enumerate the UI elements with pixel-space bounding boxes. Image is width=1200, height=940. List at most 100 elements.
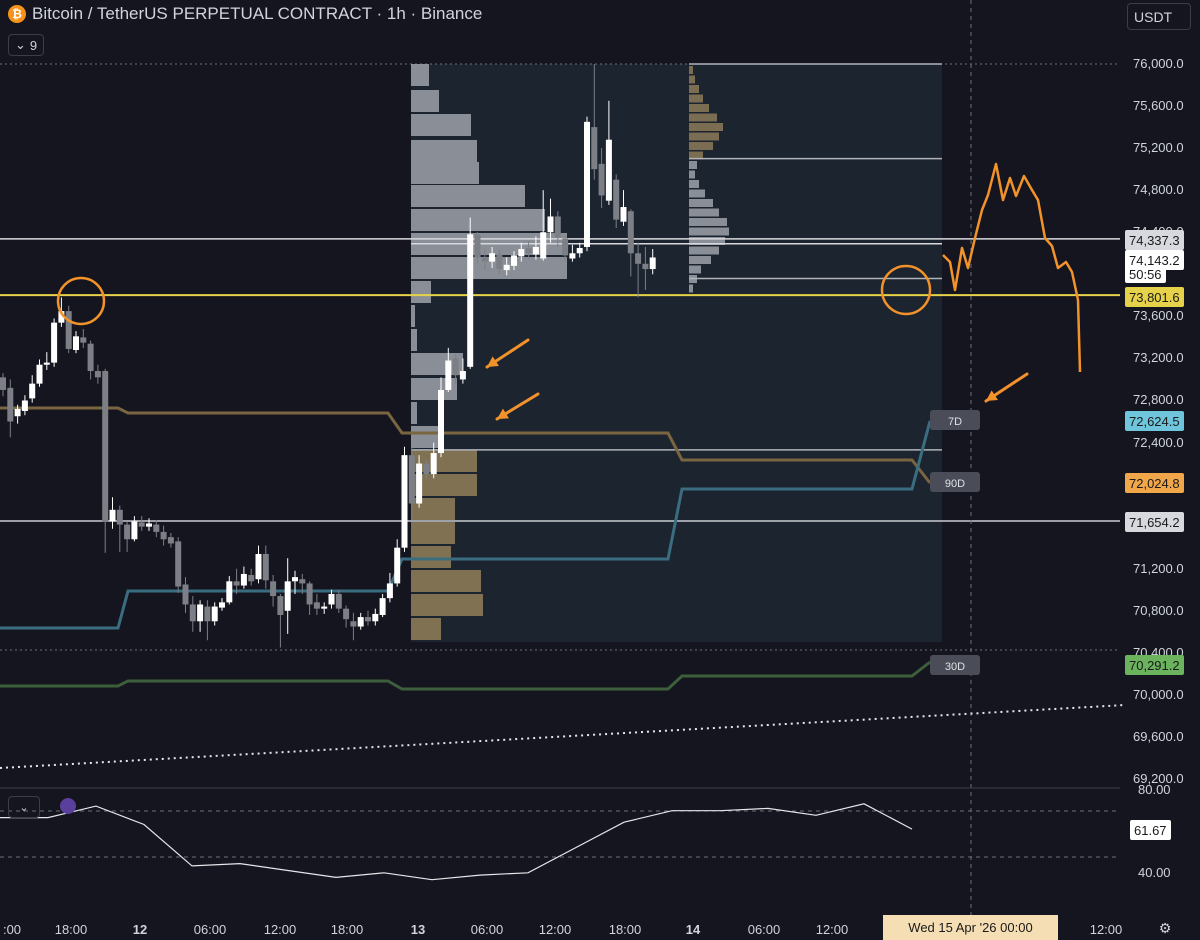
candle-body — [343, 608, 350, 620]
settings-gear-icon[interactable]: ⚙ — [1158, 919, 1172, 936]
chevron-down-icon: ⌄ — [15, 37, 26, 52]
candle-body — [620, 207, 627, 222]
ma-label-pill — [930, 410, 980, 430]
dotted-trendline — [0, 704, 1126, 769]
candle-body — [408, 455, 415, 504]
candle-body — [627, 211, 634, 254]
candle-body — [124, 524, 131, 540]
volume-profile-bar — [411, 140, 477, 162]
time-axis-tick: 06:00 — [470, 922, 504, 937]
candle-body — [306, 583, 313, 605]
volume-profile-bar — [689, 237, 725, 245]
symbol-title[interactable]: Bitcoin / TetherUS PERPETUAL CONTRACT · … — [32, 4, 483, 23]
volume-profile-bar — [689, 123, 723, 131]
candle-body — [562, 238, 569, 256]
candle-body — [394, 547, 401, 584]
candle-body — [65, 311, 72, 349]
time-axis-tick: 12:00 — [1089, 922, 1123, 937]
volume-profile-bar — [689, 180, 699, 188]
volume-profile-bar — [411, 402, 417, 424]
candle-body — [153, 524, 160, 532]
time-axis-tick: 14 — [685, 922, 701, 937]
volume-profile-bar — [411, 305, 415, 327]
candle-body — [182, 584, 189, 605]
candle-body — [292, 577, 298, 582]
candle-body — [525, 248, 532, 254]
candle-body — [613, 179, 620, 220]
volume-profile-bar — [689, 132, 719, 141]
volume-profile-bar — [411, 546, 451, 568]
candle-body — [255, 553, 262, 580]
candle-body — [452, 358, 459, 376]
candle-body — [51, 322, 58, 363]
projection-path — [942, 162, 1082, 373]
visible-range-box — [411, 64, 942, 642]
pane-collapse-button[interactable]: ⌄ — [8, 796, 40, 818]
volume-profile-bar — [689, 66, 693, 74]
candle-body — [576, 248, 583, 254]
price-axis-tick: 75,200.0 — [1133, 140, 1184, 156]
volume-profile-bar — [411, 594, 483, 616]
volume-profile-bar — [689, 256, 711, 264]
volume-profile-bar — [689, 227, 729, 236]
candle-body — [423, 463, 430, 475]
candle-body — [350, 621, 357, 627]
candle-body — [270, 581, 277, 597]
volume-profile-bar — [411, 426, 439, 448]
price-axis-tick: 75,600.0 — [1133, 98, 1184, 114]
time-axis-tick: 18:00 — [54, 922, 88, 937]
annotation-arrowhead — [986, 390, 998, 401]
oscillator-line — [0, 803, 913, 881]
candle-body — [591, 127, 598, 170]
candle-body — [605, 139, 612, 201]
candle-body — [313, 602, 320, 609]
bitcoin-logo-icon: ₿ — [8, 5, 26, 23]
price-axis-tick: 70,800.0 — [1133, 602, 1184, 618]
time-axis-tick: 12:00 — [538, 922, 572, 937]
candle-body — [569, 253, 576, 259]
candle-body — [496, 254, 503, 270]
ma-label-pill — [930, 655, 980, 675]
candle-body — [511, 255, 517, 266]
annotation-arrowhead — [497, 408, 509, 419]
candle-body — [459, 371, 466, 380]
annotation-circle — [880, 264, 932, 316]
candle-body — [474, 234, 481, 258]
chevron-down-icon: ⌄ — [19, 801, 29, 814]
candle-body — [29, 383, 36, 399]
candle-body — [547, 216, 554, 233]
ma-label-ma90: 90D — [945, 478, 965, 490]
candle-body — [503, 264, 510, 271]
candle-body — [584, 121, 590, 247]
candle-body — [532, 246, 539, 255]
volume-profile-bar — [689, 218, 727, 226]
candle-body — [0, 377, 6, 390]
candle-body — [211, 606, 218, 622]
currency-button[interactable]: USDT — [1127, 3, 1191, 30]
candle-body — [467, 234, 474, 367]
volume-profile-bar — [689, 189, 705, 198]
annotation-arrowhead — [487, 356, 499, 367]
candle-body — [438, 389, 444, 454]
price-tag-level: 71,654.2 — [1125, 512, 1184, 532]
candle-body — [401, 455, 408, 548]
indicators-toggle-button[interactable]: ⌄ 9 — [8, 34, 45, 56]
candle-body — [328, 593, 335, 605]
candle-body — [357, 617, 364, 627]
time-axis-tick: 12:00 — [815, 922, 849, 937]
candle-body — [554, 216, 561, 238]
volume-profile-bar — [411, 522, 455, 544]
candle-body — [321, 606, 328, 609]
volume-profile-bar — [689, 170, 695, 179]
candle-body — [204, 606, 211, 622]
candle-body — [262, 553, 269, 581]
candle-body — [365, 617, 371, 622]
price-tag-yellow: 73,801.6 — [1125, 287, 1184, 307]
indicator-count: 9 — [29, 37, 38, 53]
candle-body — [540, 232, 547, 259]
candle-body — [219, 602, 225, 608]
candle-body — [73, 336, 79, 350]
crosshair-date-label: Wed 15 Apr '26 00:00 — [883, 915, 1058, 940]
candle-body — [386, 583, 393, 599]
